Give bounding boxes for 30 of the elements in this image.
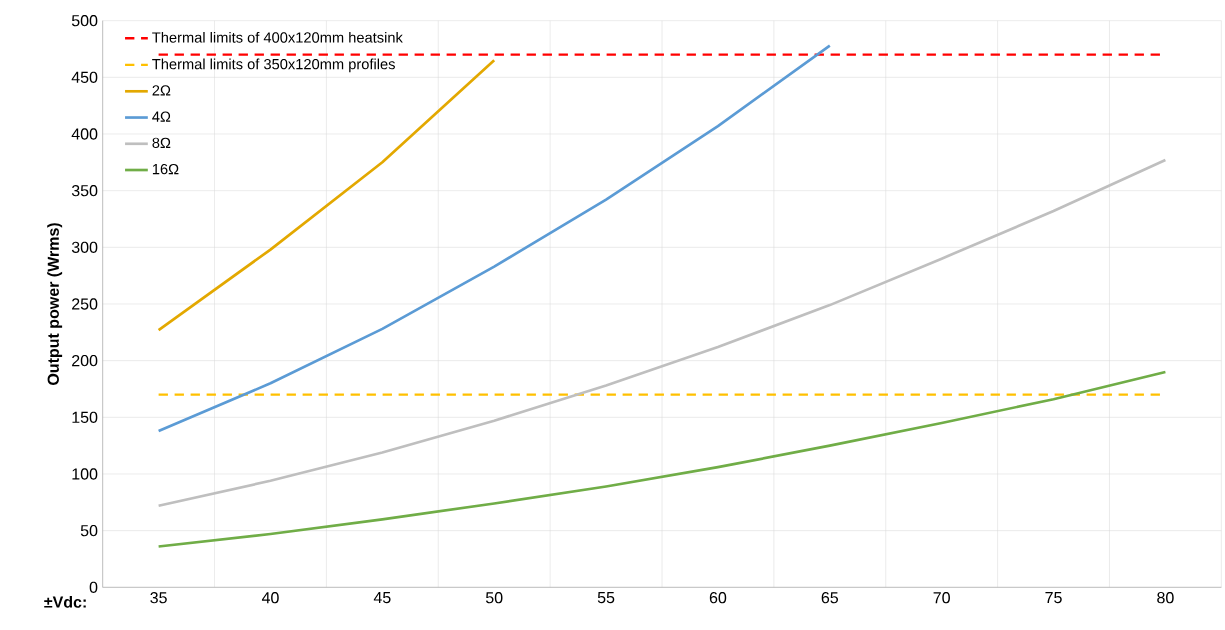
- y-tick-label: 250: [72, 298, 98, 310]
- legend-label: Thermal limits of 400x120mm heatsink: [152, 31, 403, 43]
- line-series: [157, 370, 1167, 548]
- x-tick-label: 80: [1157, 592, 1174, 604]
- y-tick-label: 100: [72, 468, 98, 480]
- y-tick-label: 450: [71, 71, 98, 83]
- legend-label: 16Ω: [152, 163, 179, 175]
- x-tick-label: 45: [373, 592, 391, 604]
- legend-label: 8Ω: [152, 137, 171, 149]
- y-tick-label: 400: [71, 128, 98, 140]
- x-tick-label: 35: [150, 592, 167, 604]
- y-axis-title: Output power (Wrms): [47, 223, 63, 385]
- x-tick-label: 50: [485, 592, 503, 604]
- x-tick-label: 75: [1045, 592, 1062, 604]
- y-tick-label: 500: [71, 15, 98, 27]
- y-tick-label: 0: [89, 581, 98, 593]
- y-tick-label: 150: [72, 411, 98, 423]
- legend-label: Thermal limits of 350x120mm profiles: [152, 58, 395, 73]
- legend-label: 4Ω: [152, 111, 171, 122]
- y-tick-label: 300: [71, 241, 98, 253]
- x-tick-label: 55: [597, 592, 615, 604]
- x-tick-label: 70: [933, 592, 950, 604]
- y-tick-label: 50: [80, 524, 98, 537]
- x-tick-label: 40: [261, 592, 279, 604]
- x-tick-label: 65: [821, 592, 839, 604]
- x-tick-label: 60: [709, 592, 727, 604]
- y-tick-label: 350: [71, 185, 98, 197]
- y-tick-label: 200: [72, 354, 98, 367]
- x-axis-title: ±Vdc:: [44, 596, 86, 608]
- legend-label: 2Ω: [152, 85, 171, 96]
